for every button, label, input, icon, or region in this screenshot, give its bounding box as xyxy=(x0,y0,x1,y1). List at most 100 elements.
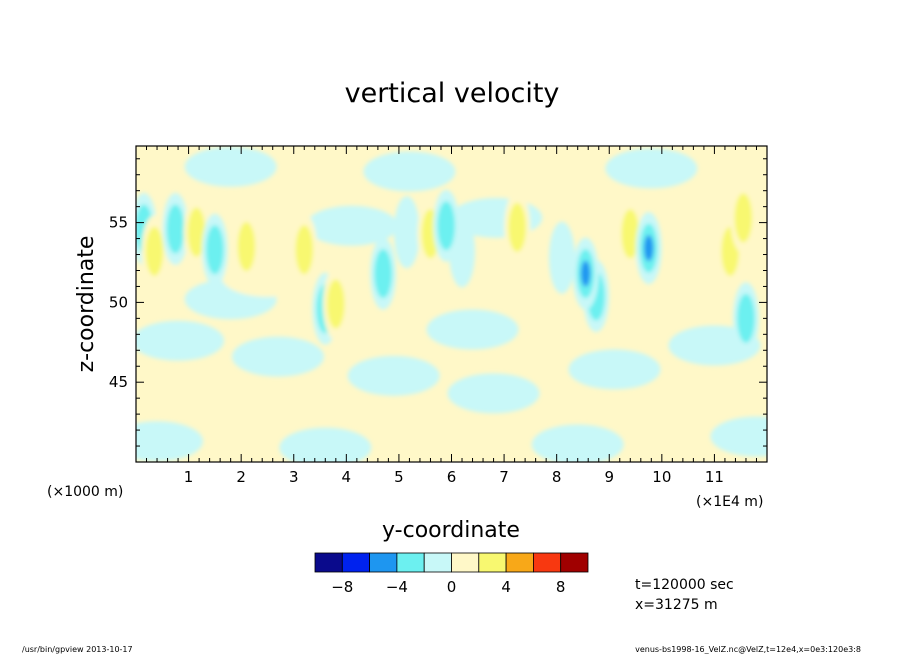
field-level xyxy=(548,221,575,294)
field-feature xyxy=(305,205,398,246)
field-feature xyxy=(393,196,420,269)
field-feature xyxy=(291,213,318,286)
colorbar-tick-label: −8 xyxy=(331,578,353,596)
annotation-x: x=31275 m xyxy=(635,597,718,613)
colorbar-tick-labels: −8 −4 0 4 8 xyxy=(331,578,565,596)
plot-area xyxy=(136,146,767,462)
field-level xyxy=(426,309,519,350)
field-level xyxy=(347,355,440,396)
field-feature xyxy=(696,202,723,275)
field-feature xyxy=(363,151,456,192)
field-feature xyxy=(667,237,694,310)
field-feature xyxy=(136,421,204,462)
field-level xyxy=(295,225,314,275)
field-level xyxy=(279,427,372,462)
field-feature xyxy=(572,237,599,310)
field-level xyxy=(187,207,206,257)
field-feature xyxy=(605,148,698,189)
field-level xyxy=(508,202,527,252)
field-level xyxy=(305,205,398,246)
x-tick-label: 6 xyxy=(447,468,457,486)
field-level xyxy=(737,293,755,343)
field-level xyxy=(437,201,456,251)
field-feature xyxy=(279,427,372,462)
field-feature xyxy=(447,373,540,414)
x-tick-label: 8 xyxy=(552,468,562,486)
chart-title: vertical velocity xyxy=(345,78,560,109)
footer-source: venus-bs1998-16_VelZ.nc@VelZ,t=12e4,x=0e… xyxy=(635,645,861,654)
field-feature xyxy=(231,336,324,377)
field-level xyxy=(145,226,164,276)
field-feature xyxy=(548,221,575,294)
colorbar-swatch xyxy=(533,552,562,573)
field-feature xyxy=(184,146,277,187)
y-axis: 45 50 55 xyxy=(109,158,767,463)
y-axis-label: z-coordinate xyxy=(74,236,99,373)
field-level xyxy=(136,320,225,361)
field-level xyxy=(231,336,324,377)
field-level xyxy=(580,260,591,287)
field-feature xyxy=(233,210,260,283)
field-feature xyxy=(730,181,757,254)
x-tick-label: 11 xyxy=(705,468,724,486)
field-feature xyxy=(504,191,531,264)
field-feature xyxy=(136,320,225,361)
field-level xyxy=(447,373,540,414)
field-level xyxy=(393,196,420,269)
x-unit-label: (×1E4 m) xyxy=(696,494,763,510)
x-tick-label: 4 xyxy=(342,468,352,486)
field-level xyxy=(734,193,753,243)
colorbar-swatch xyxy=(369,552,398,573)
y-tick-label: 50 xyxy=(109,293,128,311)
field-level xyxy=(136,421,204,462)
field-feature xyxy=(433,189,460,262)
x-tick-label: 9 xyxy=(604,468,614,486)
field-feature xyxy=(201,213,228,286)
x-scale-label: (×1000 m) xyxy=(47,484,123,500)
x-tick-label: 7 xyxy=(499,468,509,486)
field-level xyxy=(374,249,392,299)
x-tick-label: 10 xyxy=(652,468,671,486)
field-level xyxy=(621,209,640,259)
field-feature xyxy=(370,237,397,310)
colorbar-swatch xyxy=(314,552,343,573)
colorbar-swatch xyxy=(396,552,425,573)
field-level xyxy=(568,349,661,390)
field-feature xyxy=(710,416,767,457)
x-tick-label: 2 xyxy=(236,468,246,486)
colorbar-swatch xyxy=(560,552,589,573)
x-axis: 1 2 3 4 5 6 7 8 9 10 11 xyxy=(135,146,768,486)
colorbar-tick-label: 8 xyxy=(556,578,566,596)
colorbar-swatch xyxy=(451,552,480,573)
field-level xyxy=(206,225,224,275)
field-level xyxy=(237,222,256,272)
colorbar-swatch xyxy=(423,552,452,573)
colorbar-swatch xyxy=(505,552,534,573)
field-level xyxy=(327,279,345,329)
field-feature xyxy=(531,424,624,462)
x-tick-label: 1 xyxy=(184,468,194,486)
field-feature xyxy=(347,355,440,396)
field-level xyxy=(710,416,767,457)
field-feature xyxy=(635,212,662,285)
field-feature xyxy=(568,349,661,390)
x-tick-label: 3 xyxy=(289,468,299,486)
field-level xyxy=(667,237,694,310)
field-level xyxy=(605,148,698,189)
colorbar-tick-label: −4 xyxy=(386,578,408,596)
colorbar xyxy=(314,552,589,573)
colorbar-tick-label: 0 xyxy=(447,578,457,596)
annotation-time: t=120000 sec xyxy=(635,577,734,593)
contour-field xyxy=(136,146,767,462)
field-feature xyxy=(162,192,189,265)
field-level xyxy=(184,146,277,187)
field-level xyxy=(531,424,624,462)
field-level xyxy=(166,204,185,254)
footer-program: /usr/bin/gpview 2013-10-17 xyxy=(22,645,133,654)
field-level xyxy=(643,235,654,262)
colorbar-swatch xyxy=(341,552,370,573)
colorbar-tick-label: 4 xyxy=(501,578,511,596)
y-tick-label: 55 xyxy=(109,214,128,232)
field-feature xyxy=(141,215,168,288)
